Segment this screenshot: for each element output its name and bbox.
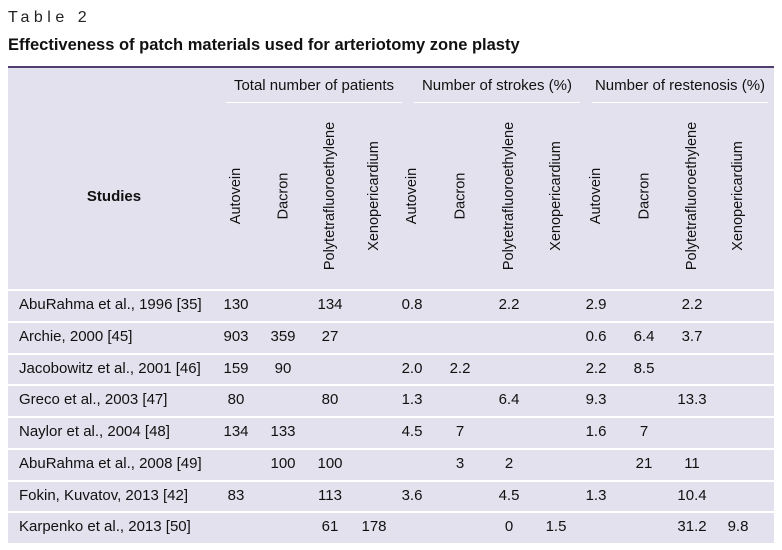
table-cell: 159 [223, 359, 249, 377]
subheader-label: Polytetrafluoroethylene [501, 121, 518, 271]
table-cell: 9.3 [585, 391, 607, 409]
table-cell: 1.3 [401, 391, 423, 409]
table-cell: 6.4 [498, 391, 520, 409]
subheader: Polytetrafluoroethylene [494, 108, 524, 284]
group-underline [226, 102, 402, 103]
table-cell: 130 [223, 296, 249, 313]
table-cell: 13.3 [677, 391, 707, 409]
table-cell: 0 [504, 518, 514, 536]
table-cell: 2.0 [401, 359, 423, 377]
table-cell: 133 [270, 423, 296, 440]
subheader-label: Polytetrafluoroethylene [684, 121, 701, 271]
table-cell: 0.6 [585, 327, 607, 345]
table-cell: 4.5 [498, 486, 520, 504]
subheader: Xenopericardium [541, 108, 571, 284]
row-divider [8, 416, 774, 418]
table-cell: 134 [317, 296, 343, 313]
table-cell: 359 [270, 327, 296, 345]
table-cell: 1.5 [545, 518, 567, 536]
subheader-label: Autovein [404, 167, 420, 225]
table-cell: 7 [639, 423, 649, 440]
table-cell: 31.2 [677, 518, 707, 536]
subheader-label: Dacron [452, 172, 468, 220]
row-divider [8, 447, 774, 450]
table-cell: 80 [227, 391, 245, 409]
table-cell: 11 [684, 454, 700, 472]
study-name: AbuRahma et al., 2008 [49] [19, 454, 202, 472]
study-name: Fokin, Kuvatov, 2013 [42] [19, 486, 188, 504]
table-label: Table 2 [8, 9, 92, 26]
table-cell: 134 [223, 423, 249, 440]
subheader-label: Dacron [636, 172, 652, 220]
subheader: Dacron [268, 108, 298, 284]
subheader: Xenopericardium [723, 108, 753, 284]
group-header: Total number of patients [233, 77, 395, 94]
table-cell: 2 [504, 454, 514, 472]
table-cell: 2.2 [681, 296, 703, 313]
study-name: Naylor et al., 2004 [48] [19, 423, 170, 440]
subheader-label: Xenopericardium [548, 141, 564, 251]
table-cell: 8.5 [633, 359, 655, 377]
table-cell: 61 [321, 518, 339, 536]
group-header: Number of restenosis (%) [594, 77, 766, 94]
table-cell: 1.6 [585, 423, 607, 440]
table-cell: 4.5 [401, 423, 423, 440]
table-cell: 27 [321, 327, 339, 345]
row-divider [8, 511, 774, 514]
subheader: Xenopericardium [359, 108, 389, 284]
subheader: Autovein [581, 108, 611, 284]
table-cell: 113 [318, 486, 342, 504]
study-name: AbuRahma et al., 1996 [35] [19, 296, 202, 313]
data-table: Studies Total number of patients Number o… [8, 66, 774, 543]
table-cell: 9.8 [727, 518, 749, 536]
study-name: Archie, 2000 [45] [19, 327, 133, 345]
table-cell: 1.3 [585, 486, 607, 504]
subheader-label: Xenopericardium [730, 141, 746, 251]
table-cell: 0.8 [401, 296, 423, 313]
table-cell: 2.2 [449, 359, 471, 377]
table-cell: 2.2 [585, 359, 607, 377]
row-divider [8, 479, 774, 482]
subheader-label: Dacron [275, 172, 291, 220]
table-cell: 3.6 [401, 486, 423, 504]
studies-header: Studies [86, 187, 142, 205]
table-cell: 10.4 [677, 486, 707, 504]
subheader: Autovein [397, 108, 427, 284]
table-title: Effectiveness of patch materials used fo… [8, 36, 520, 54]
subheader: Dacron [445, 108, 475, 284]
table-cell: 7 [455, 423, 465, 440]
table-cell: 6.4 [633, 327, 655, 345]
table-cell: 3.7 [681, 327, 703, 345]
table-cell: 21 [635, 454, 653, 472]
table-cell: 2.2 [498, 296, 520, 313]
subheader: Autovein [221, 108, 251, 284]
row-divider [8, 352, 774, 355]
subheader: Polytetrafluoroethylene [315, 108, 345, 284]
table-cell: 100 [317, 454, 343, 472]
subheader-label: Polytetrafluoroethylene [322, 121, 339, 271]
group-underline [414, 102, 580, 103]
subheader: Dacron [629, 108, 659, 284]
subheader-label: Autovein [228, 167, 244, 225]
table-cell: 80 [321, 391, 339, 409]
subheader-label: Xenopericardium [366, 141, 382, 251]
table-cell: 178 [361, 518, 387, 536]
subheader-label: Autovein [588, 167, 604, 225]
row-divider [8, 320, 774, 323]
table-cell: 90 [274, 359, 292, 377]
study-name: Jacobowitz et al., 2001 [46] [19, 359, 201, 377]
table-cell: 83 [227, 486, 245, 504]
group-underline [592, 102, 768, 103]
table-cell: 3 [455, 454, 465, 472]
row-divider [8, 384, 774, 387]
subheader: Polytetrafluoroethylene [677, 108, 707, 284]
study-name: Karpenko et al., 2013 [50] [19, 518, 191, 536]
group-header: Number of strokes (%) [421, 77, 573, 94]
table-cell: 100 [270, 454, 296, 472]
table-cell: 903 [223, 327, 249, 345]
table-cell: 2.9 [585, 296, 607, 313]
study-name: Greco et al., 2003 [47] [19, 391, 168, 409]
row-divider [8, 289, 774, 291]
